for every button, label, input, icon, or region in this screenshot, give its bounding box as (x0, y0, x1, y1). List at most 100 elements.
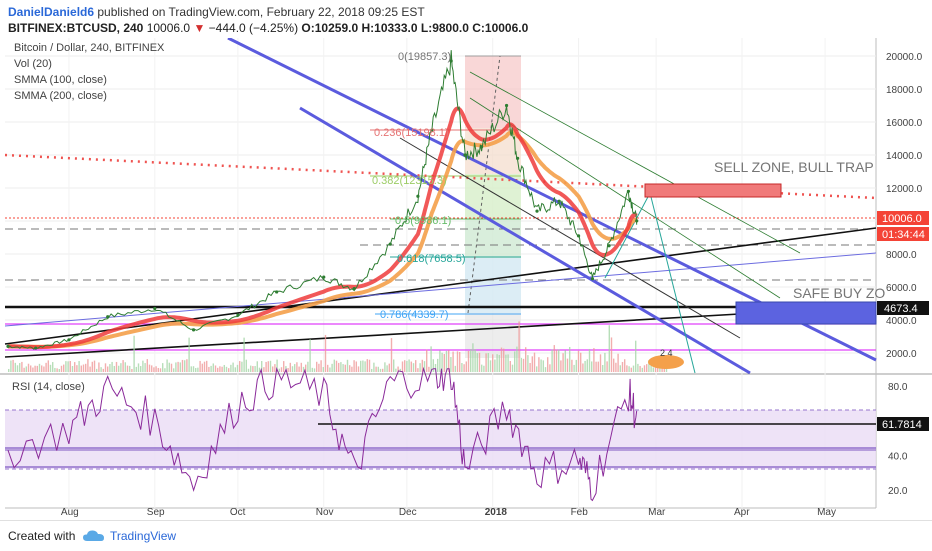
change-value: −444.0 (−4.25%) (208, 21, 299, 35)
event-count-label: 2 4 (660, 348, 673, 358)
volume-bar (232, 362, 234, 372)
chart-header: DanielDanield6 published on TradingView.… (0, 0, 932, 40)
volume-bar (247, 368, 250, 372)
volume-bar (25, 366, 27, 372)
price-chart[interactable]: SELL ZONE, BULL TRAP SAFE BUY ZO 0(19857… (0, 38, 932, 520)
volume-bar (104, 363, 107, 372)
volume-bar (16, 365, 19, 372)
volume-bar (85, 363, 87, 372)
volume-bar (74, 362, 76, 372)
countdown-tag-text: 01:34:44 (882, 229, 925, 241)
volume-bar (56, 368, 58, 372)
price-point-11 (416, 194, 420, 198)
volume-bar (45, 362, 47, 372)
volume-bar (544, 367, 547, 372)
volume-bar (448, 350, 450, 372)
smma-200-line (8, 130, 638, 349)
volume-bar (463, 364, 465, 372)
volume-bar (342, 364, 344, 372)
volume-bar (162, 363, 164, 372)
price-tick-9: 20000.0 (886, 52, 923, 63)
volume-bar (113, 365, 115, 372)
volume-bar (498, 354, 500, 372)
volume-bar (595, 361, 597, 372)
price-point-9 (352, 287, 356, 291)
volume-bar (294, 364, 296, 372)
volume-bar (300, 362, 302, 372)
price-point-12 (430, 128, 434, 132)
price-point-7 (275, 290, 279, 294)
volume-bar (144, 363, 146, 372)
event-flag-icon[interactable]: 2 4 (648, 348, 684, 369)
volume-bar (483, 365, 485, 372)
tradingview-link[interactable]: TradingView (110, 529, 177, 543)
volume-bar (388, 363, 390, 372)
volume-bar (265, 361, 267, 372)
volume-bar (155, 366, 157, 372)
legend-title: Bitcoin / Dollar, 240, BITFINEX (14, 42, 165, 54)
volume-bar (349, 365, 351, 372)
volume-bar (599, 354, 602, 372)
volume-bar (78, 361, 80, 372)
volume-bar (628, 366, 630, 372)
volume-bar (137, 363, 140, 372)
volume-bar (465, 361, 467, 372)
volume-bar (564, 350, 566, 372)
volume-bar (470, 349, 472, 372)
price-point-17 (516, 156, 520, 160)
volume-bar (69, 361, 71, 372)
volume-bar (643, 365, 646, 372)
volume-bar (630, 367, 632, 372)
author-link[interactable]: DanielDanield6 (8, 5, 95, 19)
volume-bar (428, 366, 430, 372)
price-tick-0: 2000.0 (886, 349, 917, 360)
rsi-tick-1: 40.0 (888, 451, 908, 462)
volume-bar (382, 368, 384, 372)
volume-bar (648, 360, 650, 372)
volume-bar (357, 366, 360, 372)
volume-bar (467, 350, 470, 372)
price-point-14 (463, 153, 467, 157)
fib-5-label: 0.5(9986.1) (395, 215, 451, 227)
price-point-23 (626, 189, 631, 193)
volume-bar (76, 365, 78, 372)
volume-bar (8, 368, 10, 372)
volume-bar (360, 360, 362, 372)
volume-bar (626, 365, 628, 372)
time-tick-0: Aug (61, 507, 79, 518)
volume-bar (190, 366, 192, 372)
sell-zone-label: SELL ZONE, BULL TRAP (714, 159, 874, 175)
volume-bar (373, 362, 375, 372)
volume-bar (10, 360, 12, 372)
rsi-band (5, 410, 876, 469)
volume-bar (608, 325, 610, 372)
time-tick-2: Oct (230, 507, 246, 518)
volume-bar (115, 361, 118, 372)
volume-bar (329, 367, 331, 372)
volume-bar (553, 345, 555, 372)
volume-bar (441, 352, 443, 372)
volume-bar (364, 361, 366, 372)
volume-bar (408, 359, 410, 372)
price-point-0 (6, 344, 10, 348)
volume-bar (223, 364, 225, 372)
volume-bar (397, 366, 399, 372)
price-point-15 (480, 145, 484, 149)
time-tick-7: Mar (648, 507, 666, 518)
volume-bar (417, 368, 419, 372)
volume-bar (445, 350, 448, 372)
rsi-value-tag-text: 61.7814 (882, 419, 922, 431)
volume-bar (98, 362, 100, 372)
volume-bar (71, 365, 74, 372)
countdown-tag: 01:34:44 (877, 227, 929, 241)
volume-bar (485, 353, 487, 372)
volume-bar (604, 352, 606, 372)
volume-bar (166, 359, 168, 372)
fib-0-label: 0(19857.3) (398, 51, 451, 63)
rsi-tick-3: 80.0 (888, 382, 908, 393)
price-point-10 (388, 242, 392, 246)
volume-bar (344, 364, 346, 372)
volume-bar (384, 362, 386, 372)
legend-smma-200: SMMA (200, close) (14, 90, 107, 102)
price-point-8 (322, 275, 326, 279)
